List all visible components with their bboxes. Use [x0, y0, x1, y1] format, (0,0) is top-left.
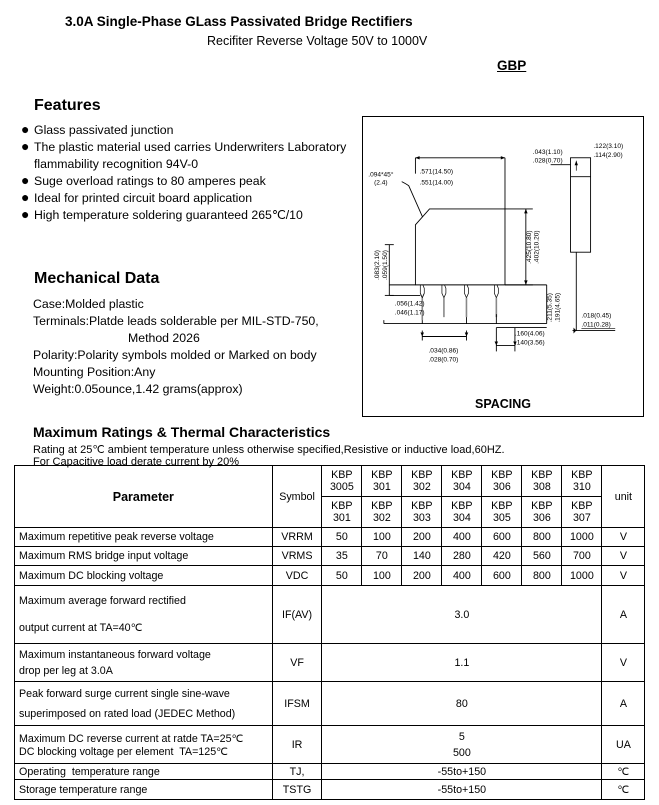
- svg-text:.122(3.10): .122(3.10): [593, 143, 623, 150]
- svg-text:.046(1.17): .046(1.17): [395, 310, 425, 317]
- svg-text:.425(10.80): .425(10.80): [526, 230, 533, 264]
- svg-text:.059(1.50): .059(1.50): [382, 250, 389, 280]
- svg-text:.018(0.45): .018(0.45): [581, 313, 611, 320]
- svg-text:(2.4): (2.4): [374, 180, 387, 187]
- svg-text:.094*45°: .094*45°: [368, 171, 394, 179]
- svg-text:.402(10.20): .402(10.20): [534, 230, 541, 264]
- svg-text:.140(3.56): .140(3.56): [515, 339, 545, 346]
- svg-text:.211(5.35): .211(5.35): [547, 293, 554, 322]
- svg-text:.011(0.28): .011(0.28): [581, 322, 610, 329]
- svg-text:.114(2.90): .114(2.90): [593, 152, 622, 159]
- svg-text:.551(14.00): .551(14.00): [420, 180, 454, 187]
- svg-text:.028(0.70): .028(0.70): [533, 158, 563, 165]
- svg-text:.034(0.86): .034(0.86): [428, 347, 458, 354]
- svg-text:.571(14.50): .571(14.50): [420, 169, 454, 176]
- svg-text:.083(2.10): .083(2.10): [374, 250, 381, 280]
- svg-text:.191(4.65): .191(4.65): [555, 293, 562, 323]
- svg-text:.160(4.06): .160(4.06): [515, 331, 545, 338]
- svg-text:.056(1.42): .056(1.42): [395, 301, 425, 308]
- svg-text:.028(0.70): .028(0.70): [428, 356, 458, 363]
- svg-text:.043(1.10): .043(1.10): [533, 149, 563, 156]
